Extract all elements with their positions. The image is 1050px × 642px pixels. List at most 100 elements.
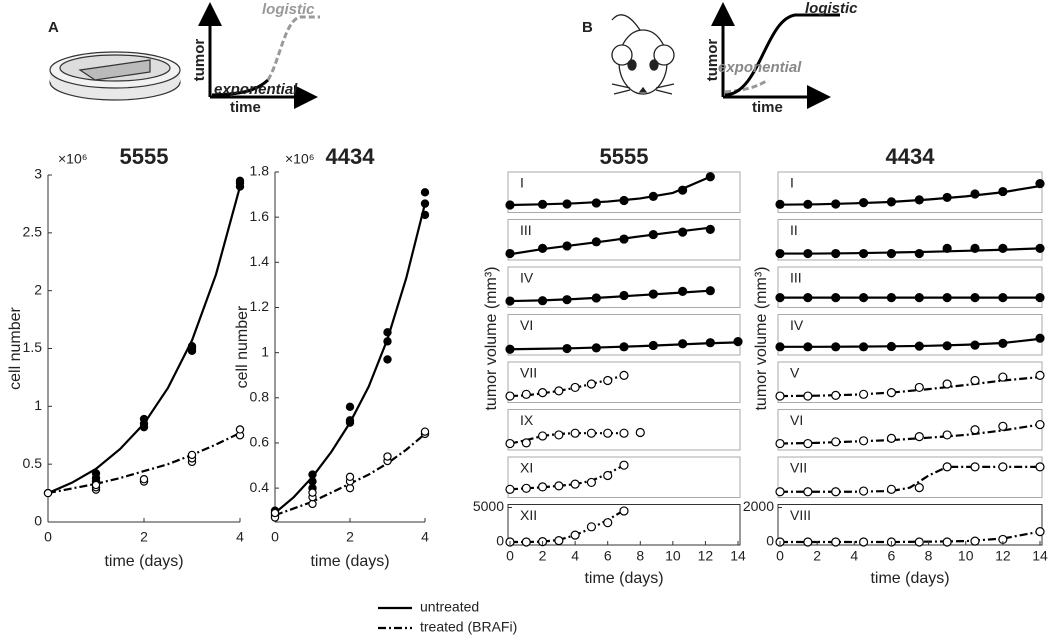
data-point [705,224,715,234]
panel-frame [507,456,741,498]
data-point [858,248,869,259]
data-point [521,389,531,399]
data-point [914,382,924,393]
data-point [678,286,688,296]
fit-line [274,203,427,514]
data-point [648,340,658,351]
x-tick-label: 10 [958,548,974,564]
y-tick-label: 1 [34,397,42,413]
data-point [420,210,430,220]
data-point [998,372,1008,382]
schematic-x: time [752,99,783,116]
y-tick-label: 1 [261,343,269,359]
data-point [570,479,580,489]
panel-frame [507,314,741,356]
y-tick-label: 1.6 [250,208,270,224]
x-tick-label: 8 [636,548,644,564]
fit-line [780,337,1041,348]
panel-label: VII [790,460,807,476]
panel-label: VI [520,317,533,333]
x-tick-label: 0 [271,529,279,545]
data-point [942,537,952,547]
data-point [1035,419,1045,430]
data-point [345,416,355,425]
data-point [858,436,869,446]
data-point [831,342,841,352]
panel-label: B [582,19,593,36]
data-point [619,195,629,206]
y-tick-label: 1.2 [250,298,270,314]
data-point [775,391,785,401]
legend-label: treated (BRAFi) [420,619,517,635]
data-point [619,370,629,380]
x-tick-label: 10 [665,548,681,564]
x-tick-label: 0 [44,529,52,545]
x-tick-label: 2 [140,529,148,545]
data-point [831,537,841,547]
data-point [705,338,715,348]
data-point [383,328,392,337]
data-point [942,462,952,472]
data-point [970,536,980,546]
data-point [586,477,597,488]
data-point [648,191,658,201]
x-tick-label: 6 [888,548,896,564]
exponential-curve [724,78,769,94]
data-point [603,375,613,386]
data-point [554,536,564,546]
data-point [562,343,572,354]
y-multiplier: ×10⁶ [285,151,315,167]
data-point [775,293,785,303]
data-point [187,450,197,460]
data-point [591,237,601,247]
panel-label: III [790,270,802,286]
data-point [537,199,548,209]
fit-line [779,184,1041,206]
data-point [942,379,952,389]
data-point [505,484,515,494]
data-point [91,480,101,490]
data-point [970,189,980,199]
x-tick-label: 8 [925,548,933,564]
data-point [603,428,613,438]
data-point [619,460,629,470]
x-tick-label: 2 [813,548,821,564]
data-point [970,425,980,435]
data-point [998,338,1008,348]
panel-frame [507,361,741,403]
data-point [914,483,924,493]
data-point [998,462,1008,472]
fit-line [779,423,1041,445]
x-tick-label: 2 [346,529,354,545]
data-point [998,293,1008,303]
data-point [420,199,430,208]
data-point [586,428,597,438]
chart-title: 5555 [600,144,649,169]
y-axis-label: tumor volume (mm³) [483,266,500,410]
data-point [803,293,813,303]
data-point [970,375,980,386]
schematic-lower: exponential [214,81,298,98]
x-tick-label: 4 [850,548,858,564]
fit-line [47,186,242,495]
panel-label: III [520,222,532,238]
data-point [570,530,580,540]
data-point [1035,370,1045,380]
data-point [775,342,785,352]
exponential-curve [211,78,270,97]
data-point [43,488,53,498]
y-tick-label: 0 [496,533,504,549]
data-point [914,195,924,205]
data-point [570,428,580,438]
fit-line [780,530,1041,544]
data-point [942,293,952,303]
logistic-curve [724,13,840,97]
data-point [998,421,1008,431]
data-point [270,508,280,518]
data-point [858,198,869,208]
data-point [537,431,548,441]
y-tick-label: 3 [34,166,42,182]
data-point [619,290,629,301]
data-point [886,293,897,303]
